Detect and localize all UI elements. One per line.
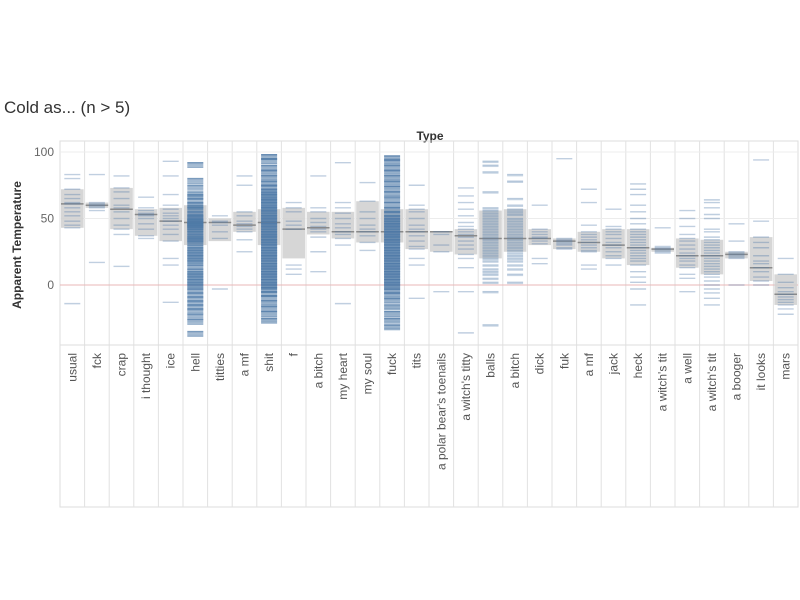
iqr-band bbox=[602, 229, 625, 259]
iqr-band bbox=[61, 189, 84, 228]
x-tick-label: it looks bbox=[754, 353, 768, 390]
y-axis-title: Apparent Temperature bbox=[10, 181, 24, 309]
label-layer: 100 50 0 usual fck crap i thought ice hell tittie… bbox=[34, 145, 793, 470]
x-tick-label: crap bbox=[115, 353, 129, 377]
iqr-band bbox=[749, 237, 773, 282]
x-tick-label: a bitch bbox=[508, 353, 522, 388]
x-tick-label: shit bbox=[262, 352, 276, 371]
iqr-band bbox=[159, 207, 182, 242]
x-tick-label: titties bbox=[213, 353, 227, 381]
x-axis-title: Type bbox=[416, 129, 443, 143]
iqr-band bbox=[774, 274, 797, 305]
x-tick-label: fck bbox=[90, 352, 104, 368]
iqr-band bbox=[700, 239, 724, 275]
x-tick-label: jack bbox=[607, 352, 621, 375]
x-tick-label: a mf bbox=[582, 352, 596, 376]
grid-layer bbox=[59, 140, 799, 508]
x-tick-label: tits bbox=[410, 353, 424, 368]
x-tick-label: my soul bbox=[361, 353, 375, 394]
x-tick-label: hell bbox=[188, 353, 202, 372]
x-tick-label: a witch's tit bbox=[656, 352, 670, 411]
point-layer bbox=[64, 153, 794, 337]
x-tick-label: f bbox=[287, 352, 301, 356]
x-tick-label: heck bbox=[631, 352, 645, 378]
x-tick-label: a bitch bbox=[311, 353, 325, 388]
iqr-band bbox=[233, 211, 256, 232]
iqr-band bbox=[134, 209, 158, 236]
iqr-band bbox=[430, 231, 453, 252]
y-tick-label: 0 bbox=[47, 278, 54, 292]
x-tick-label: balls bbox=[484, 353, 498, 378]
x-tick-label: my heart bbox=[336, 352, 350, 399]
x-tick-label: a booger bbox=[730, 353, 744, 400]
iqr-band bbox=[479, 210, 502, 259]
iqr-band bbox=[208, 218, 232, 242]
x-tick-label: usual bbox=[65, 353, 79, 382]
x-tick-label: a polar bear's toenails bbox=[434, 353, 448, 470]
x-tick-label: a mf bbox=[238, 352, 252, 376]
iqr-band bbox=[503, 209, 527, 252]
x-tick-label: a witch's tit bbox=[705, 352, 719, 411]
chart-title: Cold as... (n > 5) bbox=[4, 98, 131, 117]
iqr-band bbox=[676, 238, 699, 268]
x-tick-label: i thought bbox=[139, 352, 153, 399]
x-tick-label: a well bbox=[680, 353, 694, 384]
x-tick-label: fuk bbox=[557, 352, 571, 369]
iqr-band bbox=[528, 229, 551, 246]
iqr-band bbox=[282, 207, 305, 259]
x-tick-label: fuck bbox=[385, 352, 399, 375]
x-tick-label: a witch's titty bbox=[459, 353, 473, 421]
x-tick-label: dick bbox=[533, 352, 547, 374]
y-tick-label: 50 bbox=[41, 212, 55, 226]
iqr-band bbox=[307, 211, 330, 235]
iqr-band bbox=[405, 209, 428, 250]
x-tick-label: ice bbox=[164, 353, 178, 369]
y-tick-label: 100 bbox=[34, 145, 54, 159]
iqr-band bbox=[553, 238, 576, 250]
x-tick-label: mars bbox=[779, 353, 793, 380]
